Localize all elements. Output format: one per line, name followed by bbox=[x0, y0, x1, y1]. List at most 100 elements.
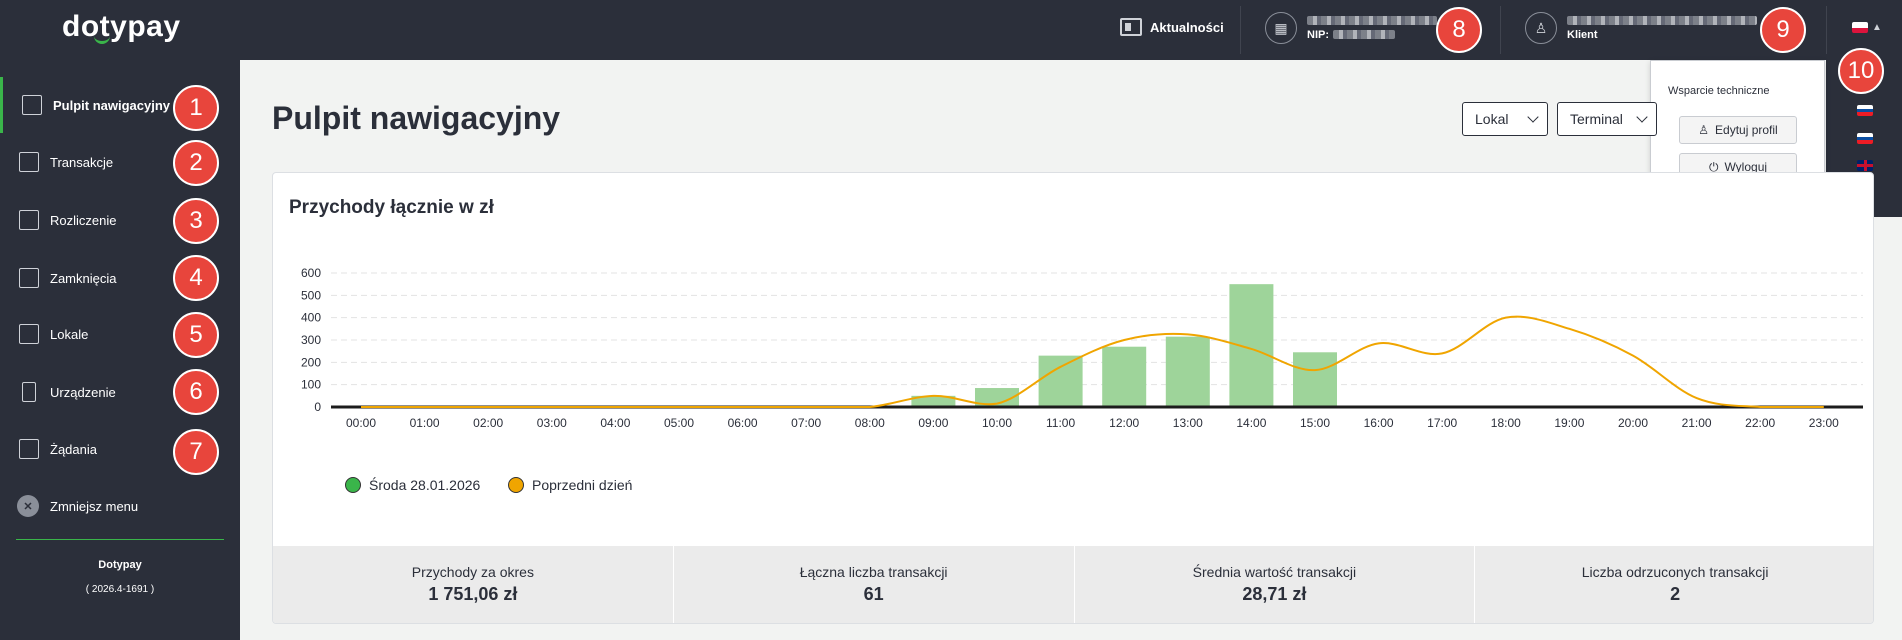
x-tick-label: 10:00 bbox=[982, 416, 1012, 430]
building-icon: ▦ bbox=[1265, 12, 1297, 44]
news-link[interactable]: Aktualności bbox=[1120, 18, 1224, 36]
flag-pl-icon bbox=[1852, 22, 1868, 33]
y-tick-label: 500 bbox=[301, 288, 321, 302]
sidebar-item-label: Lokale bbox=[50, 326, 89, 342]
stats-bar: Przychody za okres 1 751,06 zł Łączna li… bbox=[273, 546, 1873, 623]
y-tick-label: 100 bbox=[301, 378, 321, 392]
legend-swatch bbox=[345, 477, 361, 493]
user-selector[interactable]: ♙ Klient bbox=[1525, 12, 1757, 44]
stat-value: 28,71 zł bbox=[1242, 584, 1307, 604]
device-icon bbox=[22, 382, 36, 402]
legend-item-current[interactable]: Środa 28.01.2026 bbox=[345, 477, 480, 493]
y-tick-label: 0 bbox=[314, 400, 321, 414]
user-role: Klient bbox=[1567, 28, 1598, 41]
bar bbox=[1293, 352, 1337, 407]
terminal-select[interactable]: Terminal bbox=[1557, 102, 1657, 136]
annotation-badge: 3 bbox=[173, 198, 219, 244]
bar bbox=[975, 388, 1019, 407]
sidebar-divider bbox=[16, 539, 224, 540]
x-tick-label: 00:00 bbox=[346, 416, 376, 430]
x-tick-label: 16:00 bbox=[1364, 416, 1394, 430]
annotation-badge: 5 bbox=[173, 312, 219, 358]
x-tick-label: 09:00 bbox=[918, 416, 948, 430]
stat-label: Przychody za okres bbox=[411, 564, 534, 580]
edit-profile-label: Edytuj profil bbox=[1715, 123, 1778, 137]
x-tick-label: 17:00 bbox=[1427, 416, 1457, 430]
sidebar-item-label: Transakcje bbox=[50, 154, 114, 170]
x-tick-label: 13:00 bbox=[1173, 416, 1203, 430]
x-tick-label: 18:00 bbox=[1491, 416, 1521, 430]
sidebar-item-label: Pulpit nawigacyjny bbox=[53, 97, 171, 113]
dashboard-icon bbox=[22, 95, 42, 115]
bar bbox=[1165, 336, 1210, 407]
bar bbox=[911, 395, 956, 407]
language-selector[interactable]: ▲ bbox=[1852, 22, 1882, 33]
flag-si-icon[interactable] bbox=[1857, 133, 1873, 144]
annotation-badge: 6 bbox=[173, 369, 219, 415]
card-title: Przychody łącznie w zł bbox=[289, 197, 494, 218]
flag-sk-icon[interactable] bbox=[1857, 105, 1873, 116]
sidebar-item-requests[interactable]: Żądania bbox=[0, 421, 240, 477]
sidebar-item-dashboard[interactable]: Pulpit nawigacyjny bbox=[0, 77, 240, 133]
top-bar: dotypay Aktualności ▦ NIP: ♙ Klient ▲ bbox=[0, 0, 1902, 60]
x-tick-label: 06:00 bbox=[728, 416, 758, 430]
legend-label: Poprzedni dzień bbox=[532, 477, 633, 493]
x-tick-label: 14:00 bbox=[1236, 416, 1266, 430]
sidebar-item-label: Urządzenie bbox=[50, 384, 116, 400]
settlement-icon bbox=[19, 210, 39, 230]
flag-gb-icon[interactable] bbox=[1857, 160, 1873, 171]
annotation-badge: 7 bbox=[173, 429, 219, 475]
x-tick-label: 08:00 bbox=[855, 416, 885, 430]
edit-profile-button[interactable]: ♙ Edytuj profil bbox=[1679, 116, 1797, 144]
newspaper-icon bbox=[1120, 18, 1142, 36]
chevron-down-icon bbox=[1527, 111, 1539, 123]
logo-smile bbox=[94, 36, 110, 44]
divider bbox=[1500, 6, 1501, 54]
x-tick-label: 20:00 bbox=[1618, 416, 1648, 430]
collapse-menu-button[interactable]: ✕ Zmniejsz menu bbox=[0, 478, 240, 534]
x-tick-label: 05:00 bbox=[664, 416, 694, 430]
stat-label: Średnia wartość transakcji bbox=[1192, 564, 1357, 580]
nip-redacted bbox=[1333, 30, 1395, 39]
collapse-label: Zmniejsz menu bbox=[50, 498, 139, 514]
stat-value: 2 bbox=[1670, 584, 1681, 604]
logo[interactable]: dotypay bbox=[62, 10, 181, 43]
user-icon: ♙ bbox=[1698, 123, 1710, 137]
x-tick-label: 11:00 bbox=[1046, 416, 1075, 430]
lokal-select[interactable]: Lokal bbox=[1462, 102, 1548, 136]
stat-label: Łączna liczba transakcji bbox=[799, 564, 948, 580]
x-tick-label: 07:00 bbox=[791, 416, 821, 430]
app-version: ( 2026.4-1691 ) bbox=[85, 584, 155, 595]
support-link[interactable]: Wsparcie techniczne bbox=[1668, 85, 1770, 97]
sidebar-item-settlement[interactable]: Rozliczenie bbox=[0, 192, 240, 248]
line-series bbox=[361, 315, 1824, 408]
stat-label: Liczba odrzuconych transakcji bbox=[1581, 564, 1769, 580]
nip-label: NIP: bbox=[1307, 28, 1329, 41]
sidebar-item-locations[interactable]: Lokale bbox=[0, 306, 240, 362]
chevron-down-icon bbox=[1636, 111, 1648, 123]
x-tick-label: 12:00 bbox=[1109, 416, 1139, 430]
legend-swatch bbox=[508, 477, 524, 493]
stat-average: Średnia wartość transakcji 28,71 zł bbox=[1075, 546, 1476, 623]
x-tick-label: 15:00 bbox=[1300, 416, 1330, 430]
sidebar-item-transactions[interactable]: Transakcje bbox=[0, 134, 240, 190]
stat-value: 1 751,06 zł bbox=[428, 584, 518, 604]
sidebar-item-label: Żądania bbox=[50, 441, 97, 457]
sidebar-item-device[interactable]: Urządzenie bbox=[0, 364, 240, 420]
collapse-icon: ✕ bbox=[17, 495, 39, 517]
revenue-chart: 0 100 200 300 400 500 600 00:00 01:00 02:00 03:00 0… bbox=[301, 266, 1863, 430]
transactions-icon bbox=[19, 152, 39, 172]
legend-item-previous[interactable]: Poprzedni dzień bbox=[508, 477, 632, 493]
terminal-select-value: Terminal bbox=[1570, 111, 1623, 127]
sidebar-item-label: Rozliczenie bbox=[50, 212, 117, 228]
annotation-badge: 1 bbox=[173, 85, 219, 131]
legend-label: Środa 28.01.2026 bbox=[369, 477, 481, 493]
annotation-badge: 4 bbox=[173, 255, 219, 301]
sidebar-item-closures[interactable]: Zamknięcia bbox=[0, 250, 240, 306]
divider bbox=[1240, 6, 1241, 54]
annotation-badge: 10 bbox=[1838, 48, 1884, 94]
revenue-card: Przychody łącznie w zł 0 100 200 300 400 500 6… bbox=[272, 172, 1874, 624]
company-selector[interactable]: ▦ NIP: bbox=[1265, 12, 1437, 44]
lokal-select-value: Lokal bbox=[1475, 111, 1509, 127]
stat-revenue: Przychody za okres 1 751,06 zł bbox=[273, 546, 674, 623]
